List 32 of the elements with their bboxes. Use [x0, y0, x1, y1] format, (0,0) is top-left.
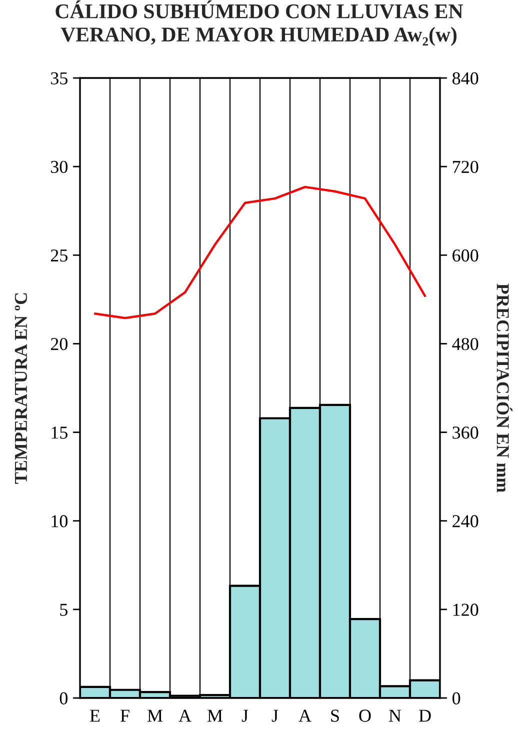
y2-tick-label: 240: [452, 515, 478, 528]
y2-axis-title: PRECIPITACIÓN EN mm: [496, 284, 512, 492]
y-tick-label: 30: [51, 160, 68, 174]
y2-tick-label: 600: [452, 249, 478, 262]
x-tick-label: S: [331, 710, 339, 722]
x-tick-label: N: [389, 710, 402, 722]
y-tick-label: 10: [52, 515, 68, 528]
y-tick-label: 35: [51, 72, 68, 84]
x-tick-label: E: [90, 710, 100, 722]
y-tick-label: 25: [50, 249, 68, 262]
y2-tick-label: 720: [452, 160, 478, 174]
x-tick-label: D: [419, 710, 431, 722]
x-tick-label: O: [359, 710, 371, 722]
x-tick-label: A: [178, 710, 192, 722]
line-series: [94, 186, 426, 320]
x-tick-label: J: [272, 710, 278, 722]
y-tick-label: 5: [60, 604, 68, 616]
y-tick-label: 20: [50, 338, 68, 350]
y2-tick-label: 840: [452, 72, 478, 84]
chart-title: CÁLIDO SUBHÚMEDO CON LLUVIAS EN VERANO, DE MAYOR HUMEDAD Aw₂(w): [56, 0, 464, 46]
x-tick-label: A: [298, 710, 312, 722]
y-tick-label: 0: [60, 692, 68, 704]
y-tick-label: 15: [52, 426, 68, 439]
x-tick-label: J: [242, 710, 248, 722]
y2-tick-label: 120: [453, 604, 478, 616]
y2-tick-label: 0: [452, 692, 460, 704]
x-tick-label: M: [207, 710, 222, 722]
y2-tick-label: 360: [452, 426, 478, 439]
y2-tick-label: 480: [452, 338, 478, 350]
x-tick-label: F: [120, 710, 130, 722]
x-tick-label: M: [147, 710, 162, 722]
y-axis-title: TEMPERATURA EN ºC: [14, 293, 28, 484]
